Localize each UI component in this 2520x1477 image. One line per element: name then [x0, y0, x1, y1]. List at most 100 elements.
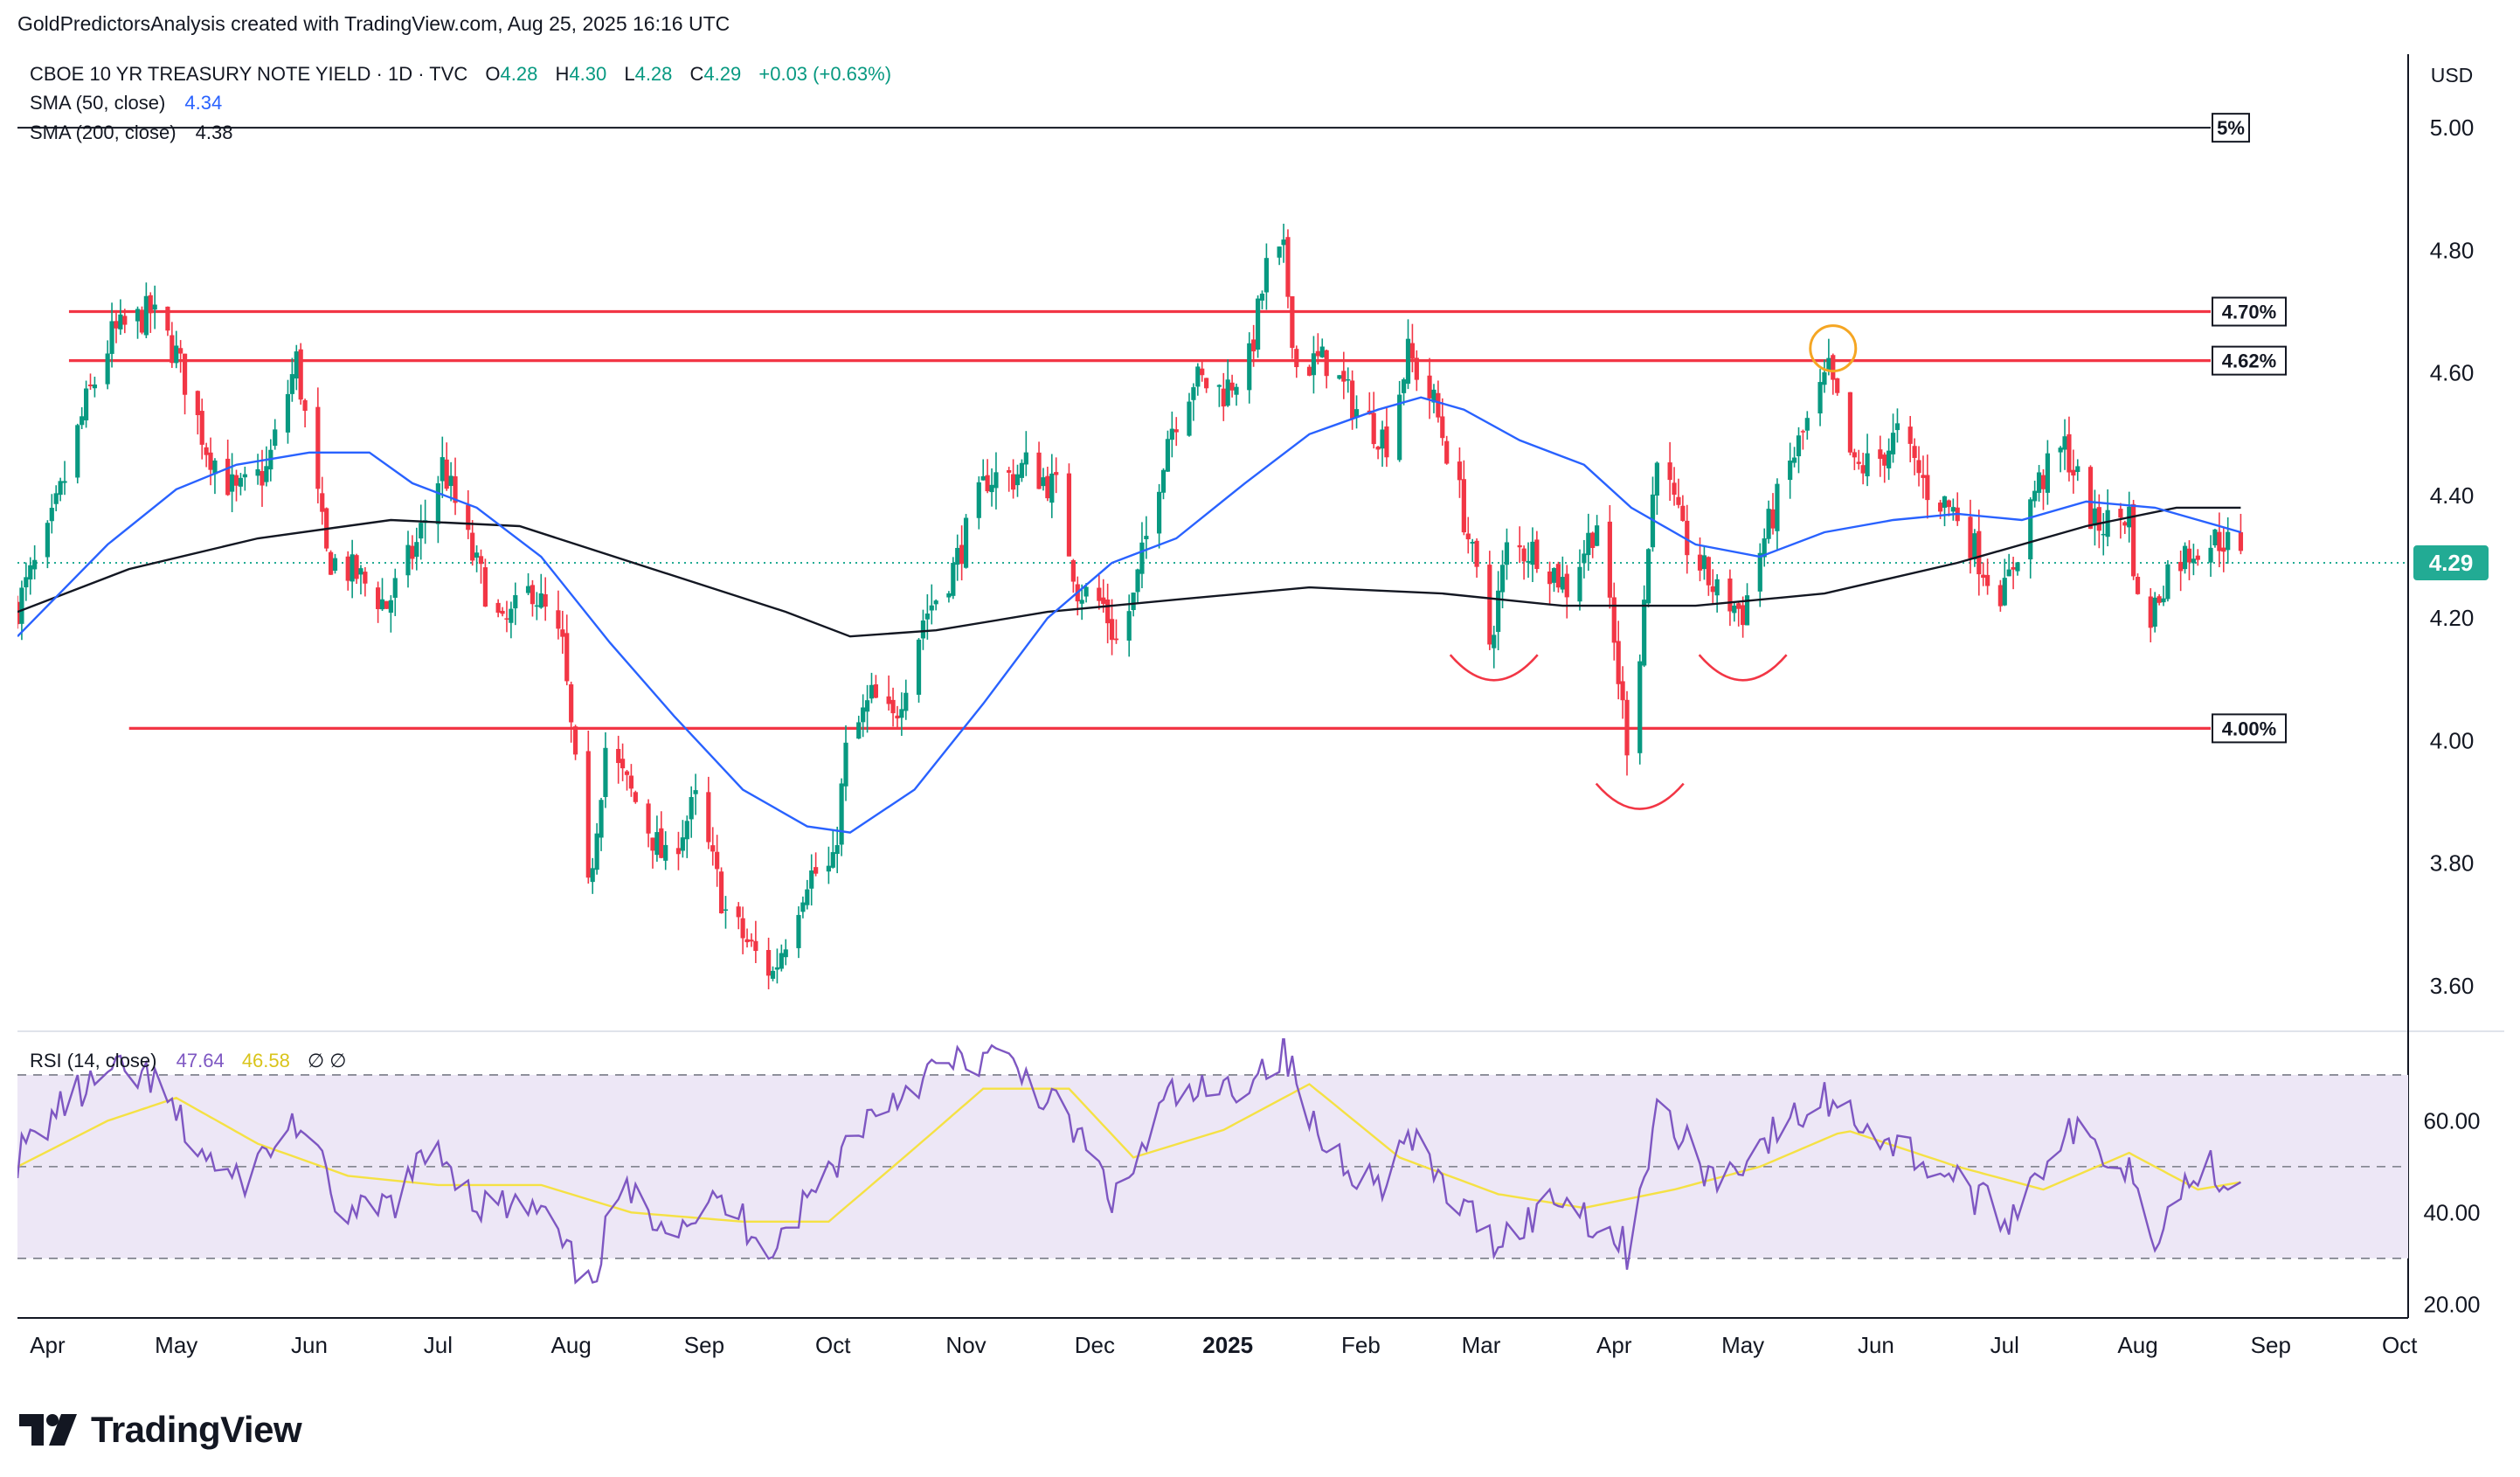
candle[interactable]: [1925, 454, 1930, 519]
legend-sma50-line[interactable]: SMA (50, close) 4.34: [30, 92, 222, 114]
candle[interactable]: [444, 442, 449, 491]
candle[interactable]: [1826, 338, 1831, 376]
candle[interactable]: [1555, 561, 1561, 593]
candle[interactable]: [1701, 545, 1707, 580]
candle[interactable]: [1757, 543, 1762, 607]
candle[interactable]: [873, 675, 879, 699]
currency-label[interactable]: USD: [2431, 64, 2474, 87]
candle[interactable]: [861, 694, 866, 738]
candle[interactable]: [2045, 440, 2050, 505]
candle[interactable]: [2092, 489, 2098, 546]
candle[interactable]: [1019, 459, 1025, 482]
candle[interactable]: [405, 530, 411, 588]
candle[interactable]: [1496, 571, 1501, 651]
candle[interactable]: [2087, 465, 2094, 530]
candle[interactable]: [650, 837, 655, 869]
candle[interactable]: [1817, 369, 1823, 426]
candle[interactable]: [723, 896, 729, 929]
candle[interactable]: [569, 681, 574, 743]
price-pane[interactable]: [17, 54, 2408, 1029]
candle[interactable]: [1921, 455, 1926, 499]
candle[interactable]: [49, 494, 54, 534]
candle[interactable]: [1732, 602, 1737, 622]
candle[interactable]: [208, 437, 213, 486]
candle[interactable]: [620, 743, 626, 781]
candle[interactable]: [1070, 558, 1076, 593]
candle[interactable]: [1461, 460, 1466, 536]
candle[interactable]: [1946, 499, 1952, 517]
candle[interactable]: [929, 584, 934, 625]
level-label-box[interactable]: 4.62%: [2212, 345, 2287, 376]
candle[interactable]: [1530, 527, 1535, 583]
candle[interactable]: [212, 458, 218, 495]
candle[interactable]: [980, 459, 986, 481]
candle[interactable]: [744, 928, 750, 948]
candle[interactable]: [32, 544, 38, 579]
candle[interactable]: [963, 514, 969, 569]
candle[interactable]: [2226, 517, 2231, 565]
candle[interactable]: [2015, 561, 2020, 576]
candle[interactable]: [1290, 295, 1295, 359]
candle[interactable]: [1624, 690, 1630, 776]
candle[interactable]: [470, 520, 475, 566]
candle[interactable]: [2208, 535, 2213, 577]
candle[interactable]: [199, 399, 204, 460]
candle[interactable]: [1916, 446, 1921, 487]
candle[interactable]: [628, 764, 634, 797]
level-label-box[interactable]: 4.70%: [2212, 296, 2287, 327]
support-arc[interactable]: [1698, 654, 1788, 682]
candle[interactable]: [435, 475, 440, 544]
candle[interactable]: [1173, 417, 1179, 447]
candle[interactable]: [1470, 538, 1475, 563]
candle[interactable]: [1504, 528, 1510, 580]
candle[interactable]: [242, 466, 247, 491]
candle[interactable]: [826, 846, 831, 884]
candle[interactable]: [2028, 496, 2033, 579]
candle[interactable]: [495, 599, 501, 618]
candle[interactable]: [1315, 333, 1320, 365]
candle[interactable]: [560, 610, 565, 655]
candle[interactable]: [916, 638, 922, 704]
candle[interactable]: [895, 705, 900, 728]
candle[interactable]: [1401, 378, 1407, 406]
candle[interactable]: [2101, 513, 2106, 556]
candle[interactable]: [1847, 392, 1853, 456]
candle[interactable]: [1457, 447, 1463, 498]
candle[interactable]: [2157, 593, 2162, 606]
candle[interactable]: [474, 544, 480, 572]
candle[interactable]: [165, 306, 170, 336]
candle[interactable]: [448, 461, 453, 502]
candle[interactable]: [410, 535, 415, 570]
candle[interactable]: [114, 309, 119, 343]
candle[interactable]: [2032, 480, 2038, 508]
candle[interactable]: [513, 582, 518, 626]
candle[interactable]: [1667, 441, 1672, 502]
candle[interactable]: [1744, 583, 1750, 626]
candle[interactable]: [2212, 529, 2218, 548]
candle[interactable]: [504, 600, 509, 633]
candle[interactable]: [1251, 324, 1257, 367]
candle[interactable]: [530, 579, 536, 617]
candle[interactable]: [1427, 357, 1432, 420]
candle[interactable]: [28, 557, 33, 595]
candle[interactable]: [1887, 438, 1892, 481]
candle[interactable]: [740, 906, 745, 954]
candle[interactable]: [1487, 551, 1492, 650]
candle[interactable]: [1259, 290, 1265, 309]
candle[interactable]: [392, 568, 398, 616]
candle[interactable]: [1590, 531, 1596, 558]
candle[interactable]: [1054, 457, 1059, 494]
candle[interactable]: [1890, 413, 1896, 463]
candle[interactable]: [1865, 433, 1870, 487]
candle[interactable]: [1736, 600, 1741, 627]
candle[interactable]: [525, 572, 531, 596]
candle[interactable]: [376, 581, 381, 623]
candle[interactable]: [1097, 574, 1102, 610]
candle[interactable]: [663, 831, 668, 870]
candle[interactable]: [1285, 229, 1291, 309]
candle[interactable]: [1311, 336, 1317, 394]
candle[interactable]: [1324, 350, 1329, 389]
candle[interactable]: [453, 457, 458, 516]
candle[interactable]: [1440, 398, 1445, 446]
time-axis[interactable]: [17, 1319, 2504, 1371]
